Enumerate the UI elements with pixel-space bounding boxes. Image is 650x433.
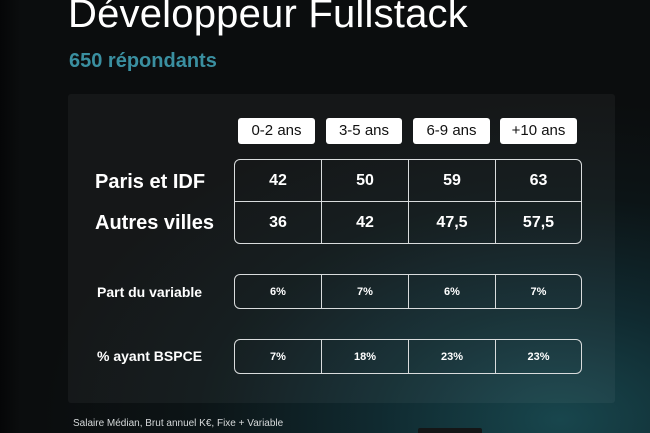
row-label-other-cities: Autres villes [95,212,214,234]
page-title: Développeur Fullstack [68,0,468,36]
salary-cell-paris-10-plus: 63 [496,160,581,202]
column-header-3-5: 3-5 ans [326,118,402,144]
salary-cell-other-6-9: 47,5 [409,202,496,243]
bspce-share-cell-0-2: 7% [235,340,322,373]
salary-cell-other-0-2: 36 [235,202,322,243]
experience-column-headers: 0-2 ans 3-5 ans 6-9 ans +10 ans [0,118,650,144]
bspce-share-cell-3-5: 18% [322,340,409,373]
bottom-tab-mark [418,428,482,433]
column-header-6-9: 6-9 ans [413,118,490,144]
bspce-share-cell-6-9: 23% [409,340,496,373]
column-header-10-plus: +10 ans [500,118,577,144]
row-label-paris: Paris et IDF [95,171,206,193]
variable-share-cell-3-5: 7% [322,275,409,308]
respondents-count: 650 répondants [69,50,217,72]
salary-cell-paris-0-2: 42 [235,160,322,202]
left-edge-shadow [0,0,20,433]
salary-table-panel [68,94,615,403]
row-label-variable-share: Part du variable [97,284,203,300]
footnote: Salaire Médian, Brut annuel K€, Fixe + V… [73,418,284,429]
row-label-bspce-share: % ayant BSPCE [97,348,203,364]
salary-grid: 42 50 59 63 36 42 47,5 57,5 [234,159,582,244]
variable-share-cell-10-plus: 7% [530,285,547,298]
salary-cell-other-3-5: 42 [322,202,409,243]
salary-cell-paris-3-5: 50 [322,160,409,202]
salary-cell-paris-6-9: 59 [409,160,496,202]
salary-cell-other-10-plus: 57,5 [522,213,555,231]
variable-share-grid: 6% 7% 6% 7% [234,274,582,309]
bspce-share-cell-10-plus: 23% [527,350,550,363]
variable-share-cell-0-2: 6% [235,275,322,308]
column-header-0-2: 0-2 ans [238,118,315,144]
variable-share-cell-6-9: 6% [409,275,496,308]
bspce-share-grid: 7% 18% 23% 23% [234,339,582,374]
